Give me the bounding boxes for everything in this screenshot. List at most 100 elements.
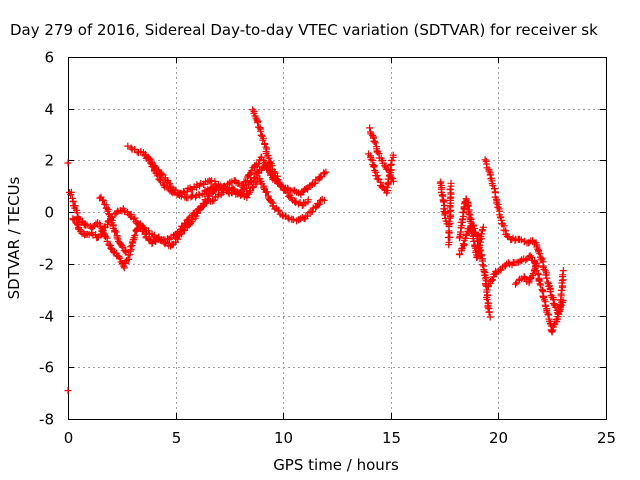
data-point [67,191,75,198]
data-point [208,177,216,185]
data-point [556,302,564,310]
data-point [389,151,397,159]
data-point [322,168,330,176]
data-point [557,286,565,294]
y-tick-label: 2 [44,152,54,170]
data-point [183,188,191,195]
data-point [304,212,311,220]
data-point [459,240,467,248]
data-point [265,154,273,162]
data-point [73,209,81,217]
data-point [249,106,257,114]
data-point [188,192,196,200]
data-point [511,236,519,244]
data-point [369,134,377,142]
data-point [390,177,397,185]
x-tick-label: 0 [64,429,74,447]
y-tick-label: -2 [39,256,54,274]
data-point [486,313,494,321]
data-point [142,150,149,158]
data-point [526,252,534,260]
data-point [438,191,446,199]
data-point [522,256,530,264]
y-tick-label: -8 [39,411,54,429]
y-tick-label: 0 [44,204,54,222]
data-point [388,156,396,164]
data-point [284,214,292,222]
data-point [109,248,117,256]
x-axis-label: GPS time / hours [273,456,399,474]
data-point [127,243,135,251]
data-point [122,248,130,256]
data-point [149,163,157,171]
data-point [275,178,283,186]
data-point [101,233,109,241]
data-point [103,204,111,212]
data-point [321,170,328,178]
data-point [533,241,541,249]
data-point [544,278,552,286]
data-point [71,216,79,224]
plot-frame [68,57,607,420]
y-tick-label: -6 [39,359,54,377]
data-point [291,198,299,206]
data-point [263,188,271,196]
data-point [480,267,488,275]
x-tick-label: 25 [597,429,616,447]
y-tick-label: 4 [44,101,54,119]
data-point [224,188,232,196]
data-point [479,261,486,269]
data-point [192,183,200,191]
data-point [131,231,139,239]
data-point [294,200,302,208]
data-point [107,215,114,223]
data-point [304,196,312,204]
data-point [97,231,105,239]
data-point [147,159,154,167]
data-point [384,175,392,183]
data-point [116,254,124,262]
data-point [367,155,375,163]
data-point [117,258,125,266]
x-tick-label: 10 [274,429,293,447]
data-point [447,179,455,187]
data-point [479,223,487,231]
data-point [127,144,135,152]
data-point [112,228,120,236]
data-point [155,175,163,183]
data-point [534,271,542,279]
data-point [546,288,554,296]
data-point [64,387,72,395]
data-point [168,187,175,195]
data-point [531,266,539,274]
data-point [512,280,519,288]
data-point [549,326,557,334]
data-point [371,167,379,175]
data-point [251,174,259,182]
data-point [533,259,541,267]
data-point [153,172,161,180]
x-tick-label: 15 [382,429,401,447]
data-point [260,184,268,192]
data-point [445,238,453,246]
data-point [485,308,493,316]
data-point [64,159,72,167]
data-point [225,190,233,198]
data-point [462,234,470,242]
data-point [471,225,479,232]
data-point [271,205,279,213]
data-point [278,182,286,190]
data-point [124,142,132,150]
data-point [385,172,393,180]
data-point [539,292,547,300]
data-point [135,221,143,229]
data-point [83,221,91,229]
data-point [483,295,491,303]
data-point [246,188,254,196]
data-point [543,274,551,282]
data-point [265,167,273,174]
data-point [481,156,489,164]
x-tick-label: 20 [489,429,508,447]
